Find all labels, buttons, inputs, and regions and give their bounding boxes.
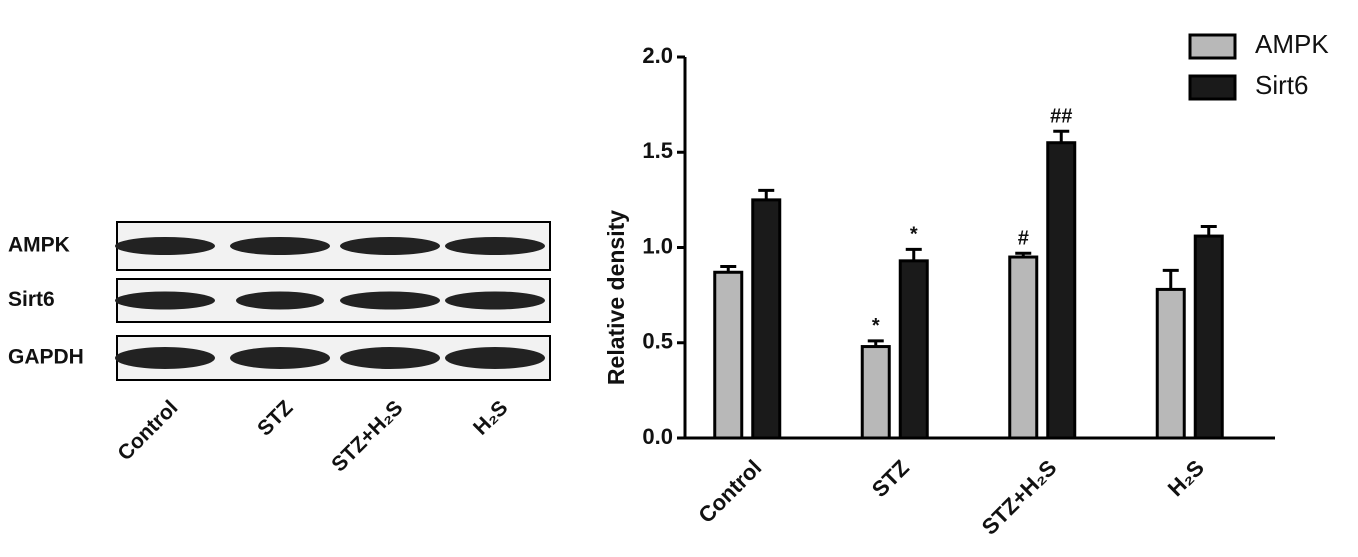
bar (751, 198, 782, 440)
x-tick-label: Control (693, 455, 766, 528)
blot-band (445, 347, 545, 369)
blot-row-label: AMPK (8, 234, 70, 257)
bar (1193, 234, 1224, 440)
x-tick-label: STZ (867, 455, 914, 502)
y-tick-label: 0.5 (642, 329, 673, 354)
blot-band (445, 291, 545, 310)
x-tick-label: STZ+H₂S (977, 455, 1062, 540)
legend-swatch (1188, 33, 1237, 60)
blot-band (340, 291, 440, 310)
y-axis-label: Relative density (603, 210, 629, 385)
blot-band (236, 291, 324, 310)
bar (713, 270, 744, 440)
legend-label: AMPK (1255, 29, 1329, 59)
significance-label: # (1018, 227, 1029, 249)
blot-band (115, 347, 215, 369)
y-tick-label: 0.0 (642, 424, 673, 449)
blot-row-label: Sirt6 (8, 288, 55, 311)
x-tick-label: H₂S (1163, 455, 1209, 501)
significance-label: * (910, 224, 918, 246)
bar (1008, 255, 1039, 440)
blot-lane-label: STZ+H₂S (327, 396, 407, 476)
blot-band (445, 237, 545, 255)
significance-label: ## (1050, 106, 1072, 128)
y-tick-label: 2.0 (642, 43, 673, 68)
bar (898, 259, 929, 440)
blot-row-label: GAPDH (8, 346, 84, 369)
legend-swatch (1188, 74, 1237, 101)
legend-label: Sirt6 (1255, 70, 1308, 100)
y-tick-label: 1.5 (642, 138, 673, 163)
blot-band (115, 291, 215, 310)
bar (1046, 141, 1077, 440)
significance-label: * (872, 315, 880, 337)
blot-band (340, 347, 440, 369)
blot-band (230, 237, 330, 255)
blot-lane-label: STZ (253, 396, 297, 440)
blot-band (115, 237, 215, 255)
blot-band (340, 237, 440, 255)
bar (860, 345, 891, 440)
y-tick-label: 1.0 (642, 233, 673, 258)
blot-lane-label: H₂S (469, 396, 512, 439)
blot-band (230, 347, 330, 369)
blot-lane-label: Control (113, 396, 182, 465)
bar (1155, 287, 1186, 440)
